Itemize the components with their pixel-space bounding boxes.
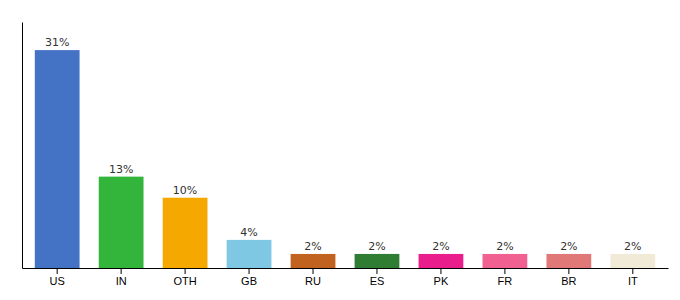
x-tick-label: ES — [370, 275, 385, 287]
x-tick: ES — [370, 268, 385, 287]
bar — [355, 254, 400, 268]
x-tick-mark — [632, 268, 633, 274]
data-label: 2% — [496, 240, 513, 253]
bars — [35, 50, 655, 268]
x-tick-label: GB — [241, 275, 257, 287]
x-axis: US IN OTH GB RU ES PK FR BR IT — [23, 268, 669, 287]
chart: US IN OTH GB RU ES PK FR BR IT 31% 13% 10% 4% 2% 2% 2% 2%… — [0, 0, 680, 300]
data-label: 2% — [368, 240, 385, 253]
x-tick-mark — [376, 268, 377, 274]
x-tick: FR — [498, 268, 513, 287]
x-tick-label: IT — [628, 275, 638, 287]
bar — [163, 198, 208, 268]
bar — [610, 254, 655, 268]
bar — [291, 254, 336, 268]
data-labels: 31% 13% 10% 4% 2% 2% 2% 2% 2% 2% — [45, 36, 642, 253]
x-axis-line — [23, 268, 669, 269]
x-tick-label: BR — [561, 275, 576, 287]
bar — [483, 254, 528, 268]
x-tick-label: IN — [116, 275, 127, 287]
data-label: 10% — [173, 184, 197, 197]
x-tick-mark — [57, 268, 58, 274]
bar — [419, 254, 464, 268]
x-tick: GB — [241, 268, 257, 287]
x-tick-mark — [568, 268, 569, 274]
x-tick-label: US — [50, 275, 65, 287]
x-tick-mark — [504, 268, 505, 274]
x-tick-mark — [313, 268, 314, 274]
data-label: 13% — [109, 163, 133, 176]
data-label: 2% — [624, 240, 641, 253]
x-tick-label: PK — [434, 275, 449, 287]
y-axis-line — [22, 23, 23, 269]
x-tick-mark — [440, 268, 441, 274]
x-tick-label: FR — [498, 275, 513, 287]
data-label: 2% — [560, 240, 577, 253]
data-label: 4% — [240, 226, 257, 239]
y-axis — [22, 23, 23, 269]
x-tick-label: RU — [305, 275, 321, 287]
data-label: 2% — [432, 240, 449, 253]
plot: US IN OTH GB RU ES PK FR BR IT 31% 13% 10% 4% 2% 2% 2% 2%… — [23, 23, 669, 287]
bar — [35, 50, 80, 268]
x-tick: OTH — [173, 268, 196, 287]
x-tick-mark — [249, 268, 250, 274]
x-tick-label: OTH — [173, 275, 196, 287]
x-tick: RU — [305, 268, 321, 287]
bar — [546, 254, 591, 268]
x-tick: US — [50, 268, 65, 287]
x-tick: BR — [561, 268, 576, 287]
data-label: 31% — [45, 36, 69, 49]
x-tick: IT — [628, 268, 638, 287]
x-tick: PK — [434, 268, 449, 287]
x-tick-mark — [121, 268, 122, 274]
bar — [227, 240, 272, 268]
bar — [99, 177, 144, 268]
x-tick-mark — [185, 268, 186, 274]
x-tick: IN — [116, 268, 127, 287]
data-label: 2% — [304, 240, 321, 253]
